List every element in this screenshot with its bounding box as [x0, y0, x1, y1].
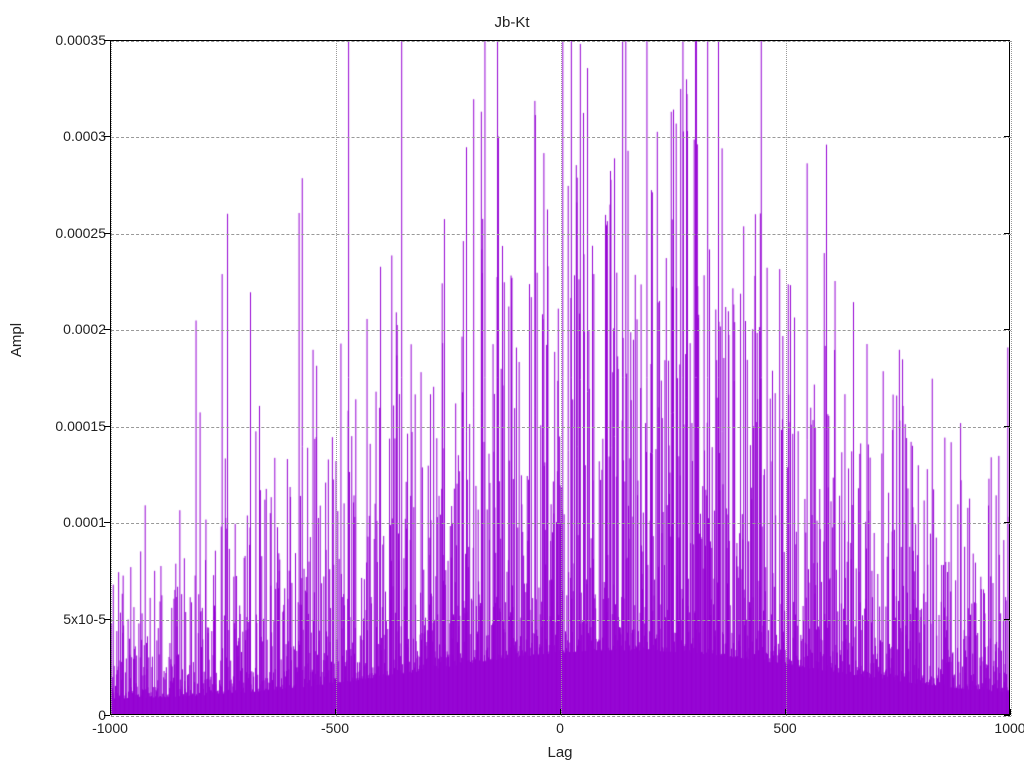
- y-tick-mark-right: [1004, 40, 1010, 41]
- data-series-canvas: [111, 41, 1009, 714]
- x-tick-mark: [785, 709, 786, 715]
- y-tick-mark-right: [1004, 715, 1010, 716]
- x-tick-mark: [560, 709, 561, 715]
- y-tick-mark-right: [1004, 426, 1010, 427]
- y-tick-label: 0.00025: [26, 225, 106, 241]
- x-gridline: [336, 41, 337, 716]
- y-tick-label: 5x10-5: [26, 611, 106, 627]
- x-gridline: [786, 41, 787, 716]
- y-tick-mark-right: [1004, 619, 1010, 620]
- y-tick-mark: [104, 522, 110, 523]
- y-gridline: [111, 716, 1011, 717]
- x-gridline: [1011, 41, 1012, 716]
- x-axis-label: Lag: [110, 744, 1010, 761]
- x-tick-label: 0: [530, 720, 590, 736]
- y-tick-mark: [104, 619, 110, 620]
- y-tick-mark-right: [1004, 233, 1010, 234]
- y-tick-label: 0.00015: [26, 418, 106, 434]
- x-tick-label: 1000: [980, 720, 1024, 736]
- y-tick-mark-right: [1004, 329, 1010, 330]
- x-tick-mark: [335, 709, 336, 715]
- y-tick-label: 0.0002: [26, 321, 106, 337]
- y-tick-mark: [104, 233, 110, 234]
- x-tick-label: -500: [305, 720, 365, 736]
- y-tick-label: 0.0001: [26, 514, 106, 530]
- x-tick-mark: [1010, 709, 1011, 715]
- plot-area: [110, 40, 1010, 715]
- y-tick-mark: [104, 136, 110, 137]
- y-tick-mark-right: [1004, 136, 1010, 137]
- y-tick-label: 0.00035: [26, 32, 106, 48]
- y-tick-mark: [104, 40, 110, 41]
- x-gridline: [111, 41, 112, 716]
- x-tick-label: 500: [755, 720, 815, 736]
- x-tick-mark: [110, 709, 111, 715]
- chart-container: Jb-Kt 0 5x10-5 0.0001 0.00015 0.0002 0.00025 0…: [0, 0, 1024, 768]
- y-tick-mark: [104, 329, 110, 330]
- y-tick-mark: [104, 426, 110, 427]
- x-gridline: [561, 41, 562, 716]
- y-tick-label: 0.0003: [26, 128, 106, 144]
- y-tick-mark: [104, 715, 110, 716]
- chart-title: Jb-Kt: [0, 14, 1024, 31]
- y-axis-label: Ampl: [8, 323, 25, 357]
- x-tick-label: -1000: [80, 720, 140, 736]
- y-tick-mark-right: [1004, 522, 1010, 523]
